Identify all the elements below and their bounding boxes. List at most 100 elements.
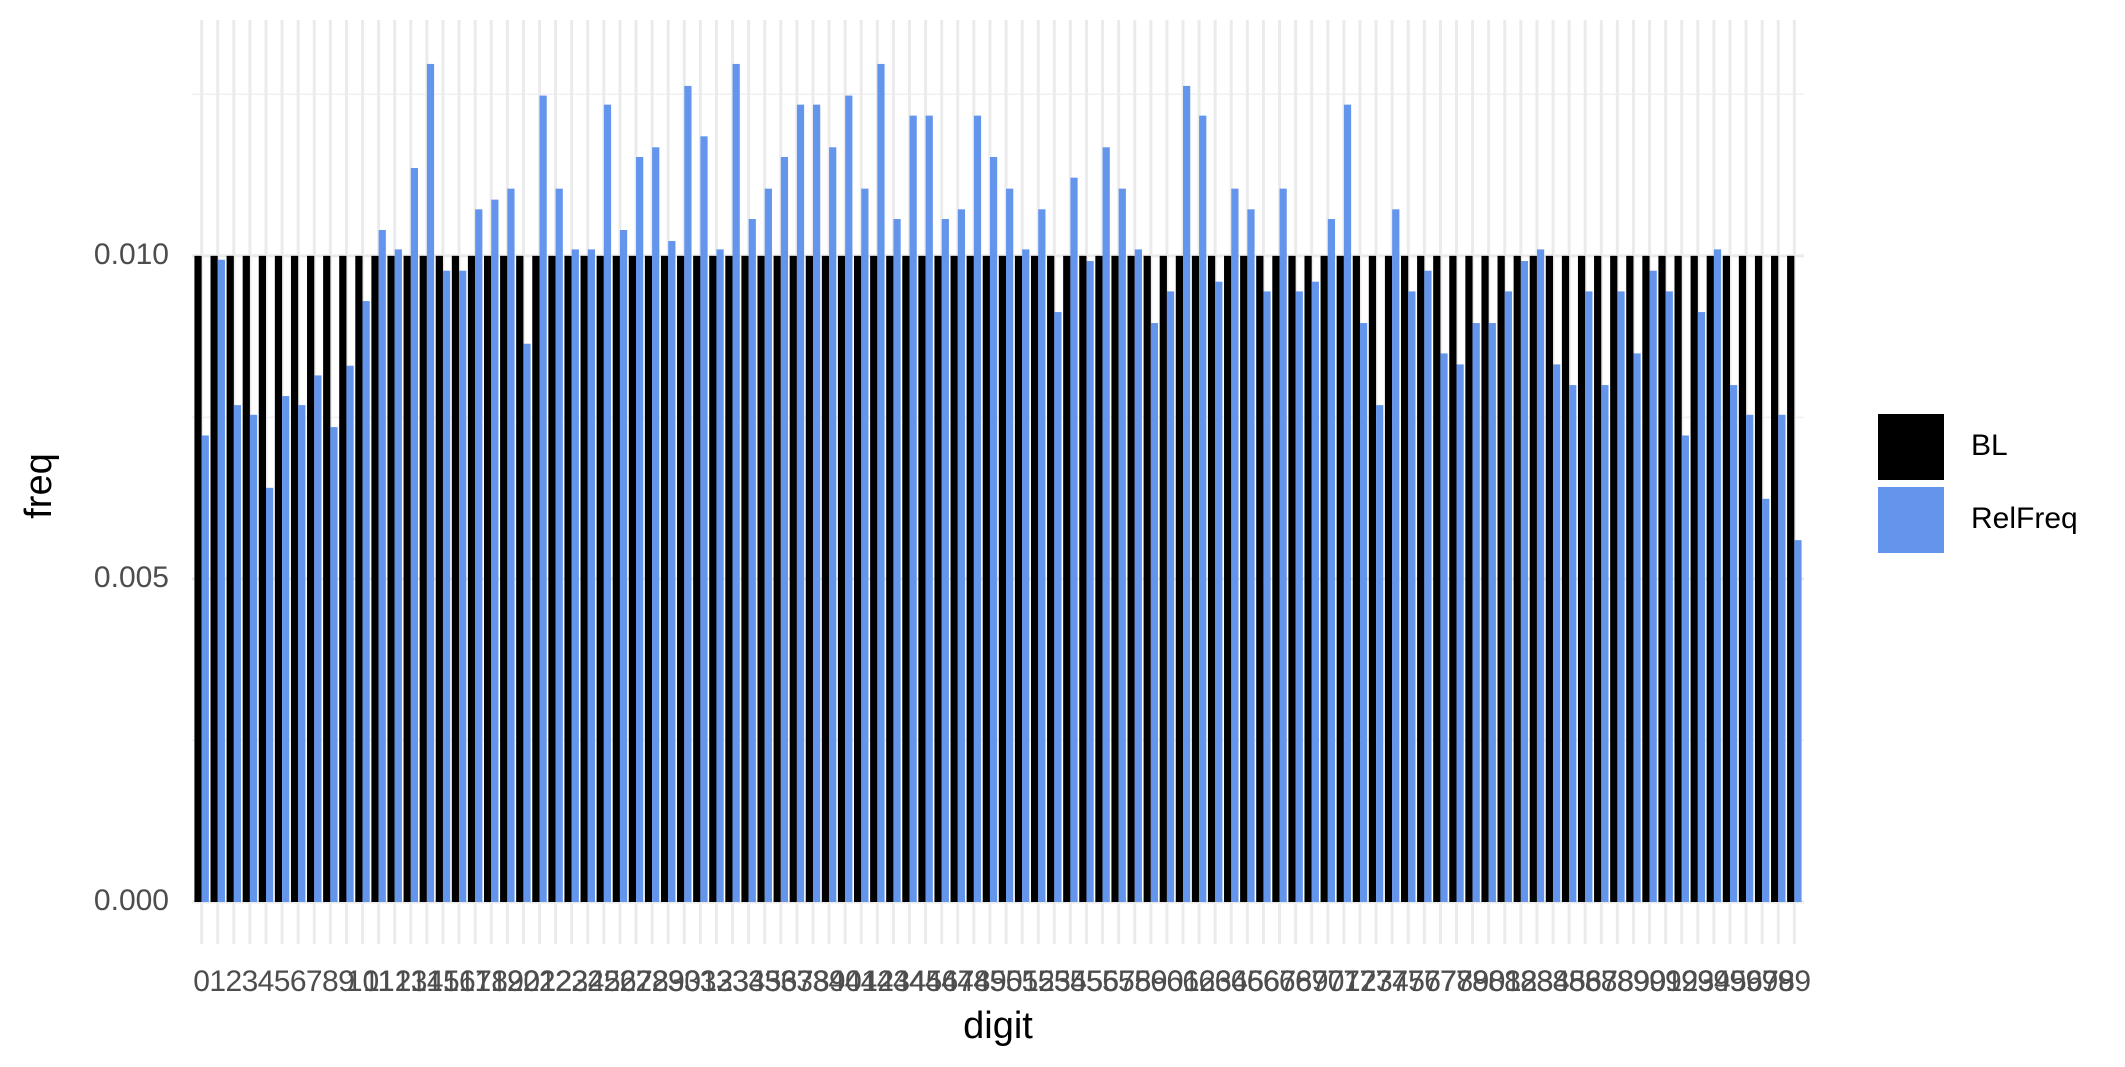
x-tick-label: 9 xyxy=(338,965,355,998)
bar xyxy=(1633,353,1641,902)
x-tick-label: 22 xyxy=(539,965,572,998)
x-tick-label: 46 xyxy=(925,965,958,998)
x-tick-label: 67 xyxy=(1263,965,1296,998)
bar xyxy=(1166,291,1175,902)
bar xyxy=(1359,323,1368,902)
x-tick-label: 73 xyxy=(1359,965,1392,998)
x-tick-label: 13 xyxy=(394,965,427,998)
bar xyxy=(1665,291,1673,902)
bar xyxy=(371,255,379,902)
x-tick-label: 92 xyxy=(1665,965,1698,998)
bar xyxy=(1215,281,1223,902)
legend-label: BL xyxy=(1971,429,2008,462)
x-tick-label: 74 xyxy=(1375,965,1408,998)
bar xyxy=(201,435,209,902)
bar xyxy=(467,255,476,902)
x-tick-label: 31 xyxy=(684,965,717,998)
x-tick-label: 6 xyxy=(290,965,307,998)
bar xyxy=(1224,255,1232,902)
bar xyxy=(1594,255,1602,902)
bar xyxy=(628,255,637,902)
x-tick-label: 59 xyxy=(1134,965,1167,998)
bar xyxy=(1681,435,1689,902)
x-tick-label: 10 xyxy=(346,965,379,998)
x-tick-label: 33 xyxy=(716,965,749,998)
x-tick-label: 80 xyxy=(1472,965,1505,998)
bar xyxy=(1658,255,1666,902)
bar xyxy=(507,188,515,903)
bar xyxy=(217,259,225,902)
bar xyxy=(491,199,499,903)
x-tick-label: 21 xyxy=(523,965,556,998)
bar xyxy=(1569,385,1577,903)
bar xyxy=(1722,255,1730,902)
x-tick-label: 8 xyxy=(322,965,339,998)
bar xyxy=(1456,364,1464,902)
bar xyxy=(732,63,740,902)
bar xyxy=(210,255,218,902)
bar xyxy=(1111,255,1119,902)
x-tick-label: 40 xyxy=(828,965,861,998)
bar xyxy=(950,255,958,902)
bar xyxy=(1729,385,1738,903)
bar xyxy=(1159,255,1167,902)
bar xyxy=(459,270,467,902)
bar xyxy=(1183,85,1191,902)
bar xyxy=(660,255,669,902)
bar xyxy=(837,255,846,902)
bar xyxy=(1134,249,1142,902)
bar xyxy=(403,255,411,902)
x-tick-label: 18 xyxy=(475,965,508,998)
x-tick-label: 28 xyxy=(635,965,668,998)
bar xyxy=(475,209,483,903)
bar xyxy=(966,255,974,902)
bar xyxy=(1014,255,1023,902)
bar xyxy=(854,255,862,902)
bar xyxy=(821,255,830,902)
bar xyxy=(1086,261,1094,902)
bar xyxy=(789,255,797,902)
x-tick-label: 39 xyxy=(812,965,845,998)
x-tick-label: 54 xyxy=(1054,965,1087,998)
bar xyxy=(677,255,685,902)
bar xyxy=(805,255,813,902)
x-tick-label: 97 xyxy=(1745,965,1778,998)
x-tick-label: 41 xyxy=(845,965,878,998)
x-tick-label: 87 xyxy=(1585,965,1618,998)
x-tick-label: 2 xyxy=(225,965,242,998)
bar xyxy=(748,219,756,902)
bar xyxy=(1440,353,1448,902)
x-tick-label: 93 xyxy=(1681,965,1714,998)
bar xyxy=(419,255,427,902)
x-tick-label: 89 xyxy=(1617,965,1650,998)
x-tick-label: 35 xyxy=(748,965,781,998)
bar xyxy=(1256,255,1264,902)
bar xyxy=(1368,255,1377,902)
bar xyxy=(1601,385,1609,903)
x-tick-label: 78 xyxy=(1440,965,1473,998)
x-tick-label: 68 xyxy=(1279,965,1312,998)
bar xyxy=(829,147,837,903)
x-tick-label: 29 xyxy=(652,965,685,998)
bar xyxy=(307,255,315,902)
bar xyxy=(1465,255,1473,902)
bar xyxy=(1497,255,1505,902)
bar xyxy=(982,255,990,902)
bar xyxy=(1449,255,1457,902)
bar xyxy=(693,255,701,902)
x-tick-label: 17 xyxy=(458,965,491,998)
bar xyxy=(1545,255,1554,902)
bar xyxy=(1240,255,1248,902)
bar xyxy=(387,255,395,902)
x-tick-label: 55 xyxy=(1070,965,1103,998)
bar xyxy=(483,255,492,902)
bar xyxy=(298,405,306,902)
bar xyxy=(1247,209,1255,903)
bar xyxy=(1536,249,1545,902)
x-tick-label: 26 xyxy=(603,965,636,998)
bar xyxy=(1561,255,1570,902)
bar xyxy=(909,115,917,903)
x-tick-label: 57 xyxy=(1102,965,1135,998)
bar xyxy=(1070,177,1078,902)
x-tick-label: 42 xyxy=(861,965,894,998)
